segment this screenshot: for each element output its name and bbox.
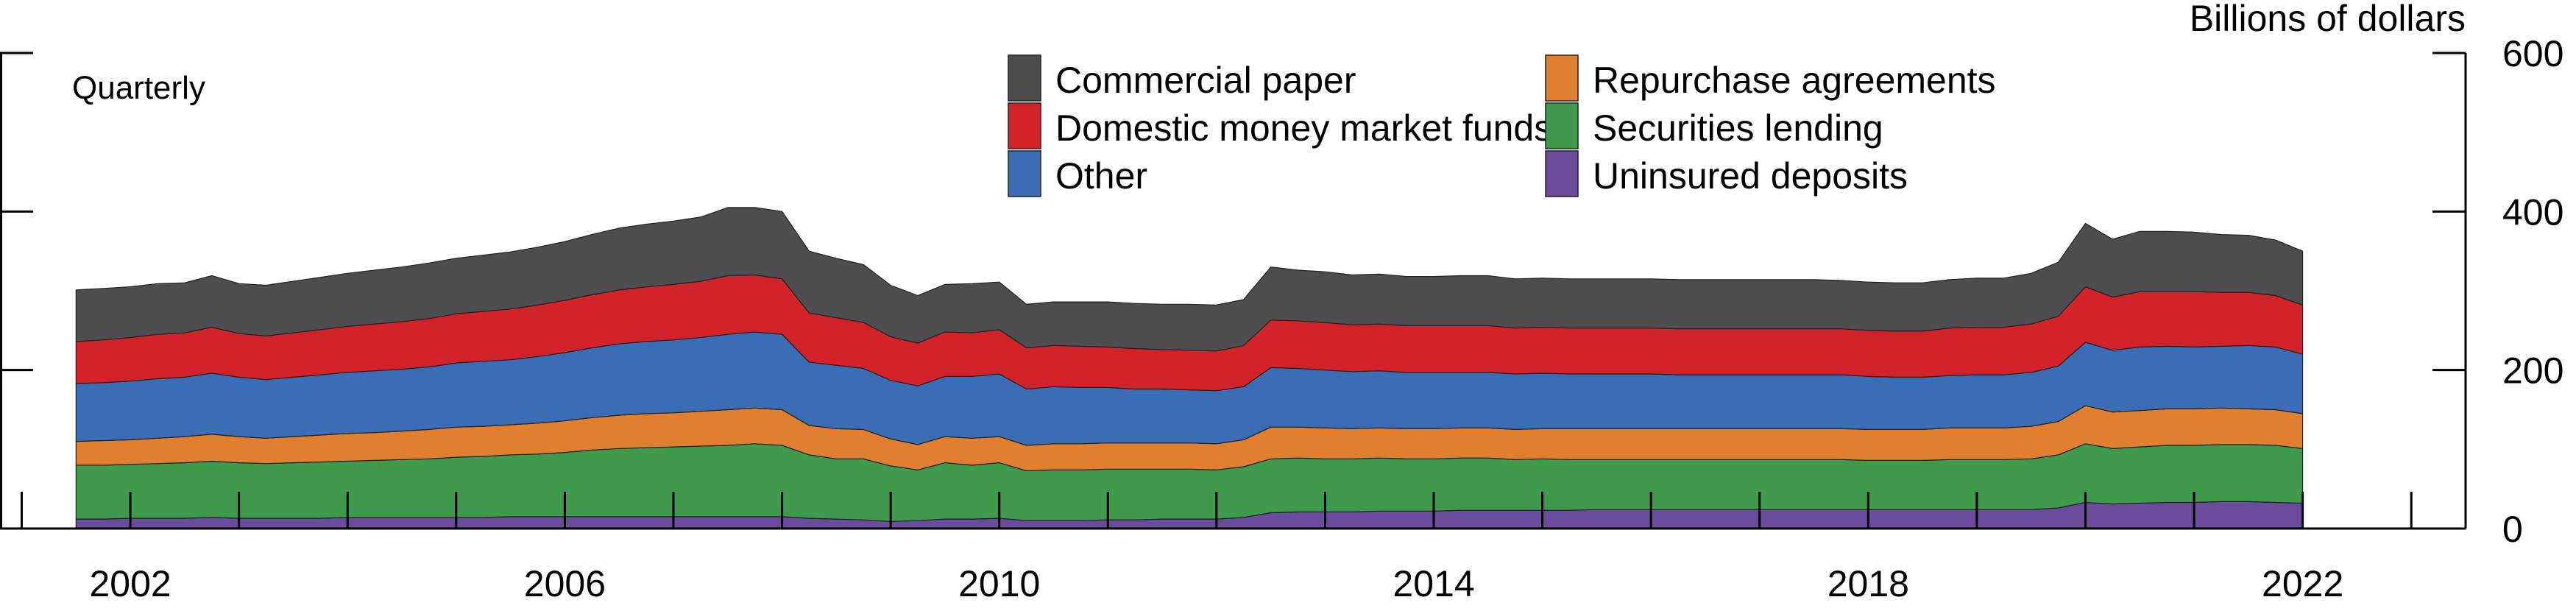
area-series-group xyxy=(75,207,2304,529)
legend-label: Commercial paper xyxy=(1055,60,1356,101)
x-tick-label: 2010 xyxy=(958,563,1040,604)
legend: Commercial paper Domestic money market fu… xyxy=(1008,54,1996,197)
frequency-label: Quarterly xyxy=(72,70,205,106)
x-tick-label: 2002 xyxy=(89,563,171,604)
y-tick-label: 400 xyxy=(2502,191,2563,233)
y-tick-label: 600 xyxy=(2502,33,2563,74)
legend-label: Uninsured deposits xyxy=(1593,155,1908,197)
legend-swatch xyxy=(1008,150,1041,197)
legend-swatch xyxy=(1545,54,1579,102)
unit-label: Billions of dollars xyxy=(2190,0,2466,39)
area-commercial-paper xyxy=(75,207,2304,352)
legend-swatch xyxy=(1545,102,1579,149)
x-tick-label: 2014 xyxy=(1393,563,1474,604)
legend-swatch xyxy=(1545,150,1579,197)
y-tick-label: 0 xyxy=(2502,509,2523,550)
legend-swatch xyxy=(1008,102,1041,149)
legend-label: Repurchase agreements xyxy=(1593,60,1996,101)
legend-label: Securities lending xyxy=(1593,107,1883,149)
legend-swatch xyxy=(1008,54,1041,102)
y-tick-label: 200 xyxy=(2502,350,2563,392)
y-axis: 0 200 400 600 xyxy=(0,33,2563,550)
x-tick-label: 2018 xyxy=(1827,563,1909,604)
x-axis: 2002 2006 2010 2014 2018 2022 xyxy=(0,492,2466,604)
x-tick-label: 2006 xyxy=(524,563,606,604)
legend-label: Other xyxy=(1055,155,1147,197)
legend-label: Domestic money market funds xyxy=(1055,107,1552,149)
x-tick-label: 2022 xyxy=(2262,563,2343,604)
